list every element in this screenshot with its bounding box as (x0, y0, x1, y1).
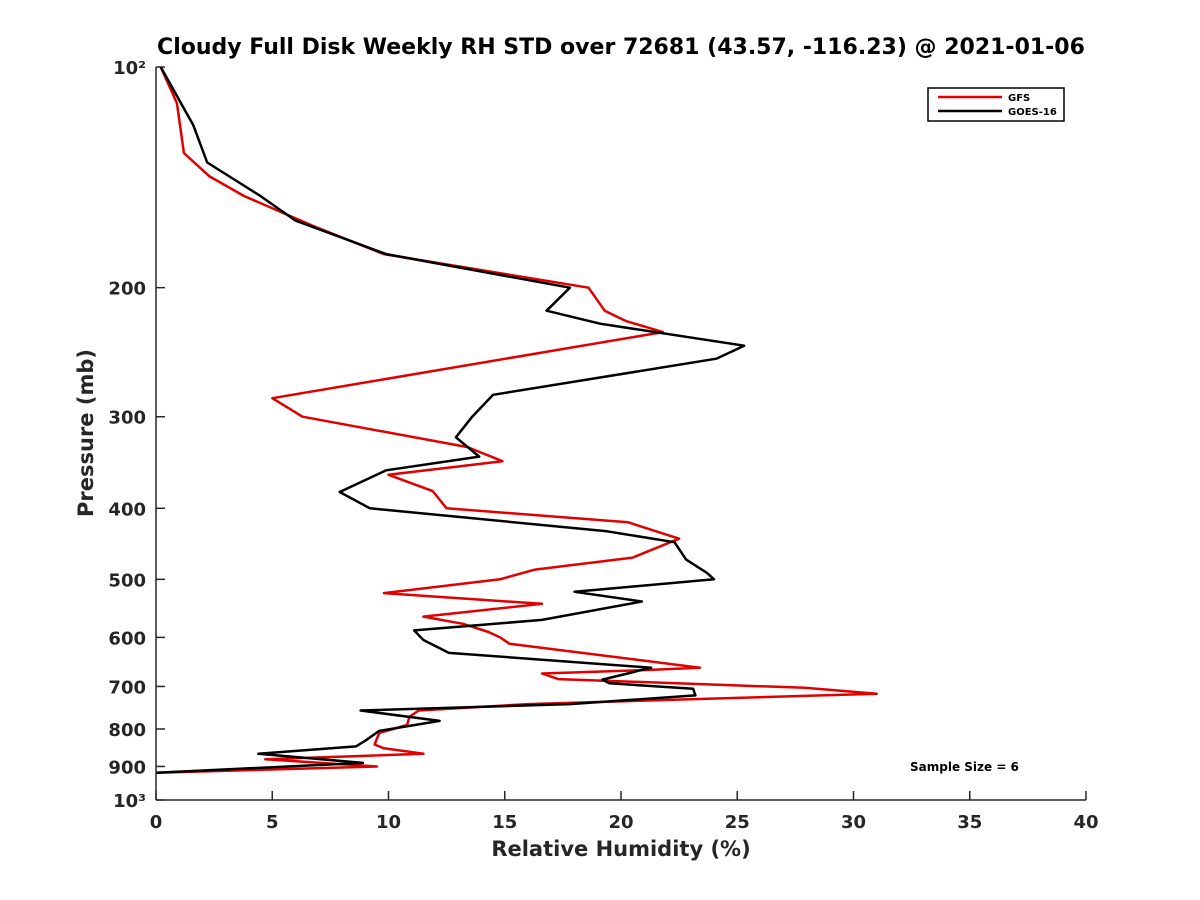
y-tick-label: 400 (108, 499, 146, 520)
y-tick-label: 800 (108, 720, 146, 741)
x-tick-label: 5 (266, 812, 279, 833)
legend-label-goes16: GOES-16 (1008, 107, 1057, 118)
plot-area (155, 66, 879, 775)
sample-size-annotation: Sample Size = 6 (910, 760, 1019, 774)
axes: 0 5 10 15 20 25 30 35 40 10² 200 300 400 500 600 700 80… (108, 58, 1098, 833)
y-tick-label: 500 (108, 570, 146, 591)
y-tick-label: 10³ (113, 791, 146, 812)
legend-box (927, 87, 1065, 122)
x-tick-label: 15 (492, 812, 517, 833)
x-tick-label: 25 (725, 812, 750, 833)
y-axis-label: Pressure (mb) (74, 349, 98, 517)
series-layer (155, 66, 879, 775)
series-line-goes16 (155, 66, 746, 775)
x-tick-label: 30 (841, 812, 866, 833)
x-tick-label: 10 (376, 812, 401, 833)
x-ticks: 0 5 10 15 20 25 30 35 40 (150, 791, 1099, 833)
legend: GFS GOES-16 (927, 87, 1065, 122)
y-tick-label: 700 (108, 677, 146, 698)
y-ticks: 10² 200 300 400 500 600 700 800 900 10³ (108, 58, 165, 812)
x-tick-label: 40 (1073, 812, 1098, 833)
x-axis-label: Relative Humidity (%) (491, 837, 750, 861)
x-tick-label: 0 (150, 812, 163, 833)
y-tick-label: 300 (108, 408, 146, 429)
y-tick-label: 10² (113, 58, 146, 79)
y-tick-label: 200 (108, 279, 146, 300)
chart-title: Cloudy Full Disk Weekly RH STD over 7268… (157, 35, 1085, 60)
x-tick-label: 20 (608, 812, 633, 833)
series-line-gfs (155, 66, 879, 775)
legend-label-gfs: GFS (1008, 93, 1030, 104)
y-tick-label: 600 (108, 628, 146, 649)
y-tick-label: 900 (108, 757, 146, 778)
x-tick-label: 35 (957, 812, 982, 833)
